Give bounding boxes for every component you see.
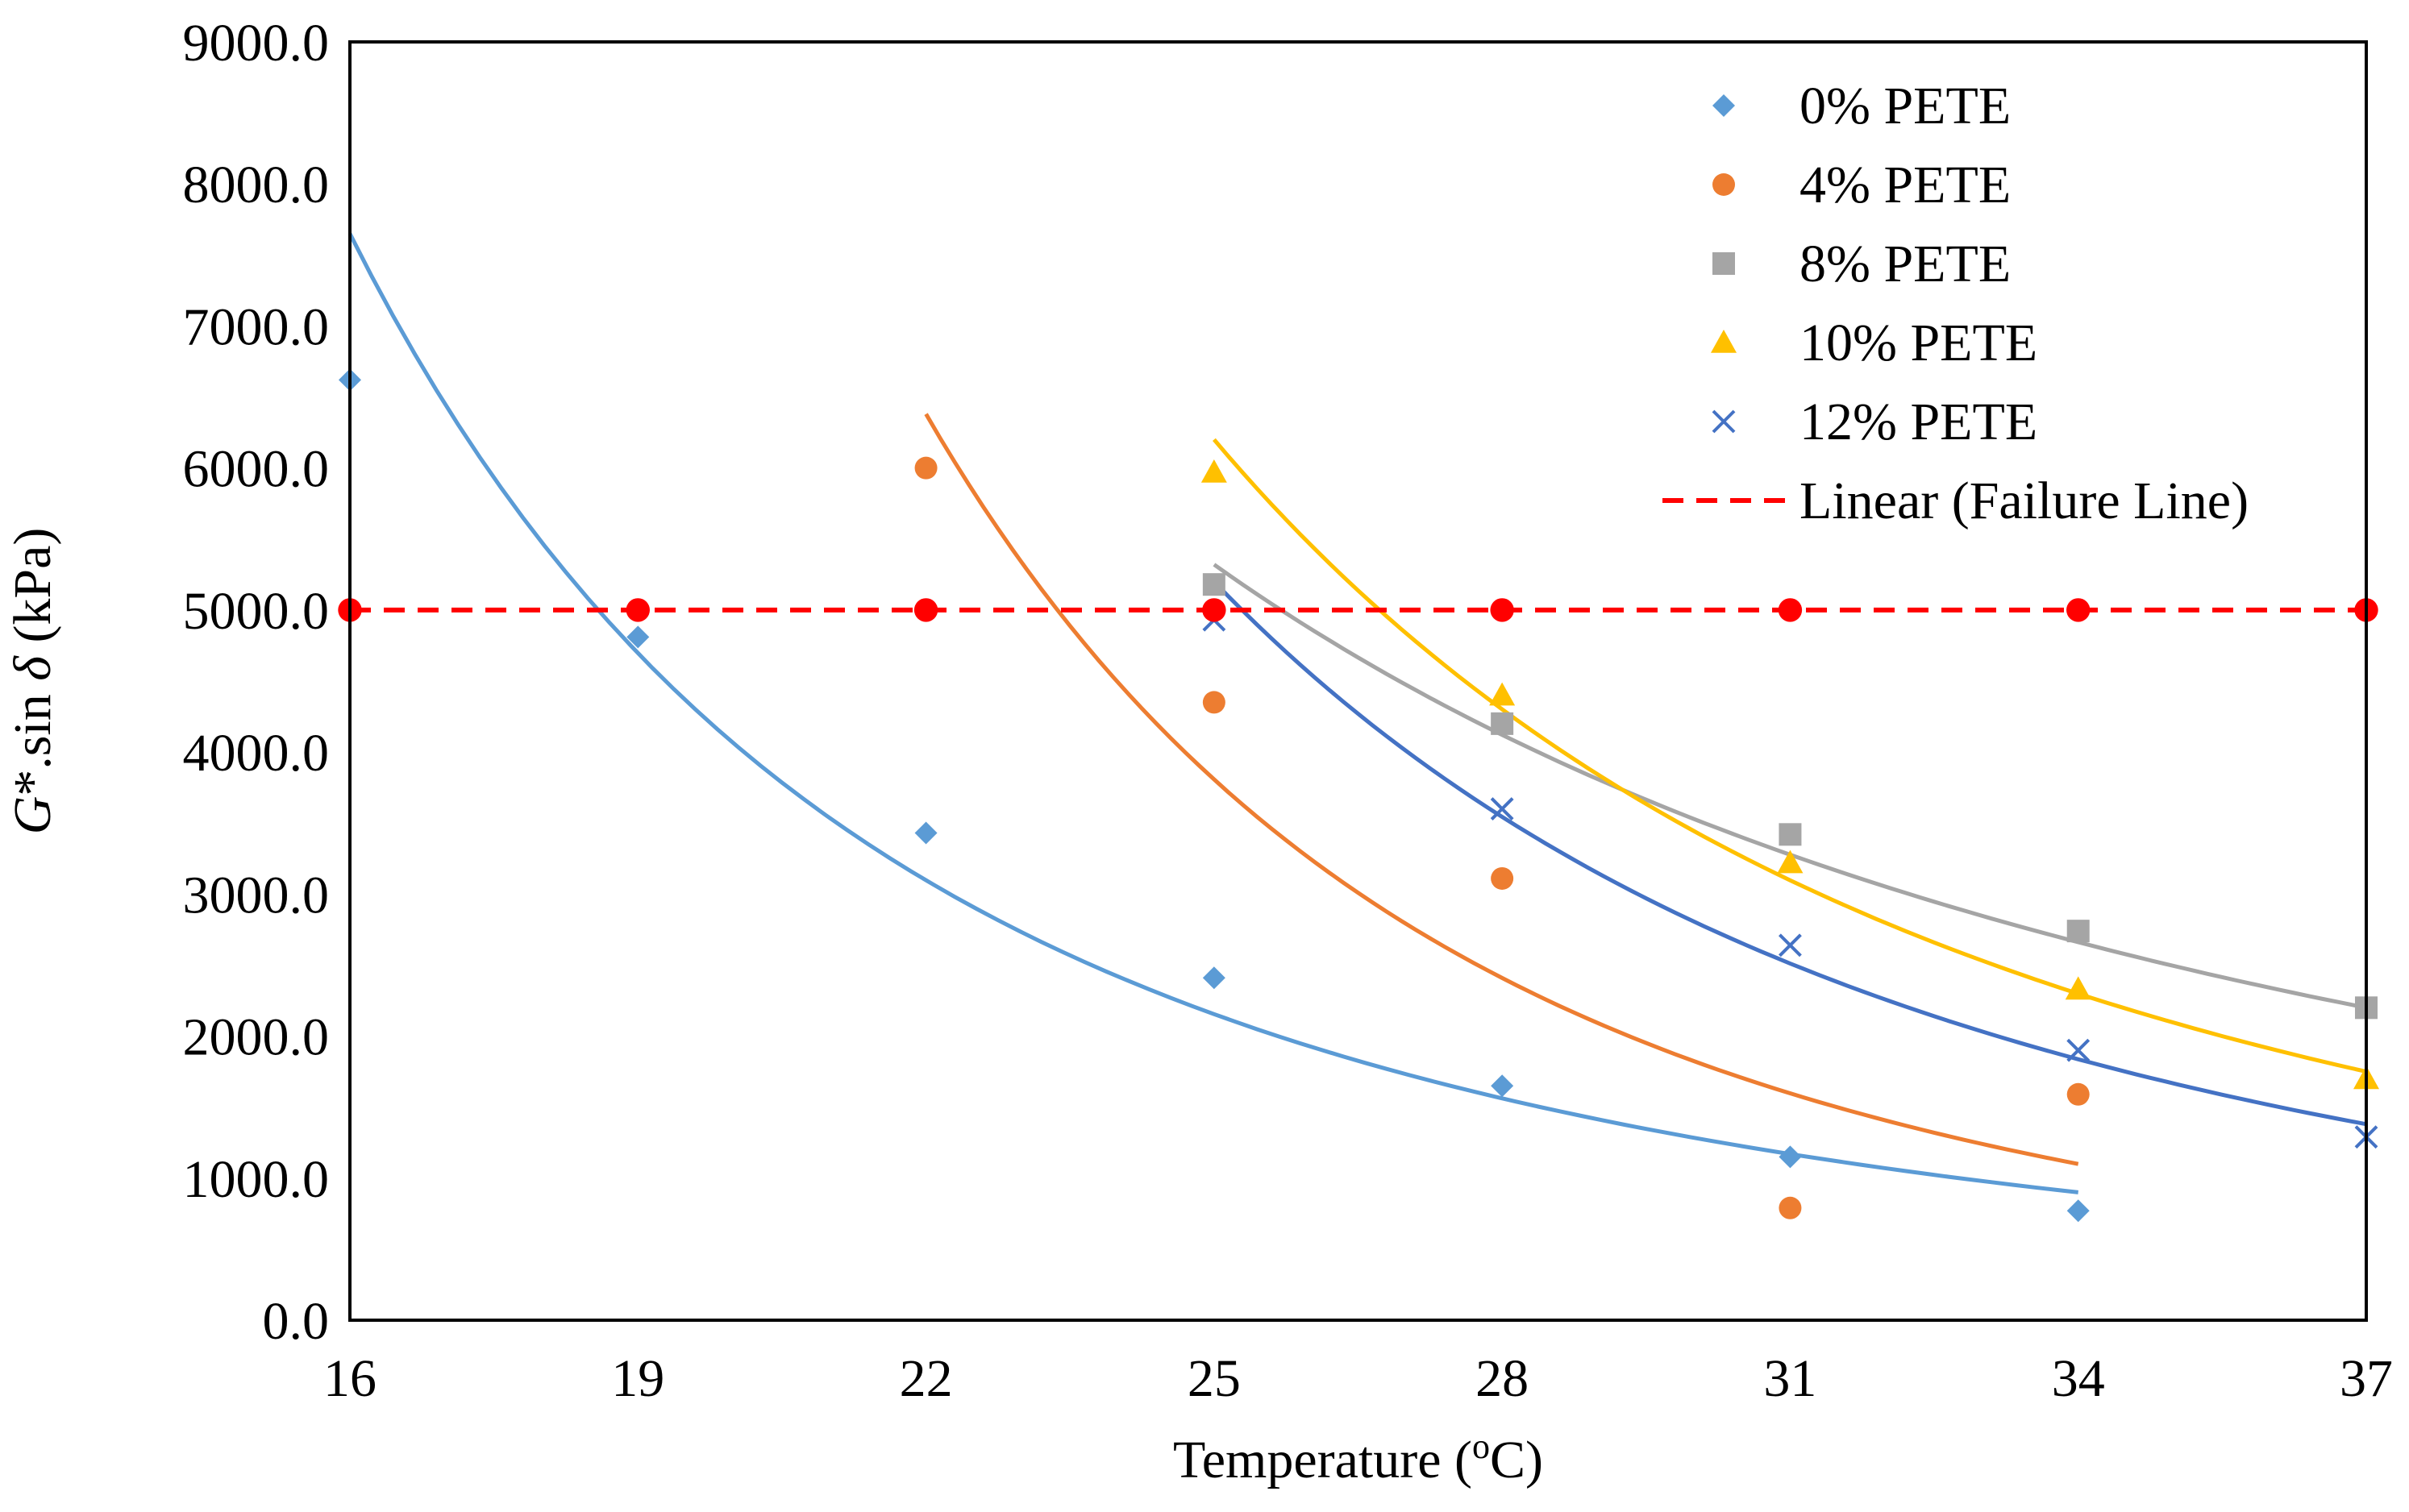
x-tick-label: 16 <box>323 1349 377 1408</box>
trendline-4-pete <box>924 413 2079 1166</box>
point-8-pete <box>1779 823 1802 846</box>
point-8-pete <box>2066 920 2090 943</box>
legend-label-4-pete: 4% PETE <box>1799 156 2011 214</box>
point-linear-failure-line <box>1490 598 1514 622</box>
x-tick-label: 31 <box>1763 1349 1816 1408</box>
point-4-pete <box>1491 866 1514 890</box>
y-axis-ticks: 0.0 1000.0 2000.0 3000.0 4000.0 5000.0 6000.0 7… <box>183 14 330 1351</box>
x-tick-label: 28 <box>1475 1349 1529 1408</box>
point-10-pete <box>1200 459 1227 483</box>
legend-label-10-pete: 10% PETE <box>1799 314 2037 372</box>
x-axis-title-degree: o <box>1472 1427 1490 1466</box>
point-linear-failure-line <box>626 598 650 622</box>
y-axis-title-sin: .sin <box>3 681 62 770</box>
x-axis-title: Temperature (oC) <box>1173 1427 1543 1490</box>
x-axis-ticks: 16 19 22 25 28 31 34 37 <box>323 1349 2393 1408</box>
point-4-pete <box>1202 691 1225 714</box>
point-linear-failure-line <box>1778 598 1803 622</box>
point-linear-failure-line <box>1202 598 1226 622</box>
y-tick-label: 0.0 <box>263 1292 330 1351</box>
legend: 0% PETE 4% PETE 8% PETE 10% PETE 12% PETE Lin… <box>1662 77 2249 530</box>
plot-area-frame <box>348 40 2368 1322</box>
point-0-pete <box>2066 1199 2090 1223</box>
y-axis-title-g: G <box>3 796 62 835</box>
y-axis-title-delta: δ <box>3 655 62 681</box>
y-tick-label: 8000.0 <box>183 156 330 214</box>
legend-label-linear-failure-line: Linear (Failure Line) <box>1799 471 2249 530</box>
point-10-pete <box>2065 976 2091 1000</box>
y-axis-title: G*.sin δ (kPa) <box>3 528 62 835</box>
point-linear-failure-line <box>913 598 938 622</box>
x-tick-label: 34 <box>2052 1349 2105 1408</box>
x-tick-label: 19 <box>611 1349 664 1408</box>
legend-swatch-4-pete <box>1712 173 1735 196</box>
x-tick-label: 25 <box>1188 1349 1241 1408</box>
legend-label-0-pete: 0% PETE <box>1799 77 2011 135</box>
y-tick-label: 6000.0 <box>183 440 330 499</box>
point-0-pete <box>1491 1074 1514 1098</box>
y-axis-title-unit: (kPa) <box>3 528 62 656</box>
legend-swatch-0-pete <box>1712 94 1735 117</box>
legend-swatch-12-pete <box>1712 409 1736 434</box>
y-tick-label: 2000.0 <box>183 1008 330 1067</box>
point-4-pete <box>914 456 938 480</box>
point-0-pete <box>626 625 650 649</box>
x-tick-label: 22 <box>900 1349 953 1408</box>
point-12-pete <box>2066 1038 2091 1062</box>
legend-swatch-10-pete <box>1711 330 1737 353</box>
point-8-pete <box>1491 712 1514 735</box>
point-12-pete <box>1490 797 1514 821</box>
point-0-pete <box>914 821 938 845</box>
y-tick-label: 9000.0 <box>183 14 330 73</box>
y-axis-title-star: * <box>3 770 62 796</box>
point-10-pete <box>1777 849 1804 874</box>
y-tick-label: 1000.0 <box>183 1150 330 1209</box>
point-4-pete <box>1779 1196 1802 1219</box>
y-tick-label: 4000.0 <box>183 724 330 783</box>
trendline-12-pete <box>1213 579 2367 1127</box>
point-12-pete <box>1779 933 1802 957</box>
point-4-pete <box>2066 1082 2090 1106</box>
legend-label-12-pete: 12% PETE <box>1799 393 2037 451</box>
trendline-10-pete <box>1212 438 2367 1074</box>
legend-swatch-8-pete <box>1712 252 1735 275</box>
point-0-pete <box>1202 966 1225 990</box>
x-tick-label: 37 <box>2340 1349 2393 1408</box>
y-tick-label: 5000.0 <box>183 582 330 641</box>
point-0-pete <box>1779 1145 1802 1169</box>
y-tick-label: 3000.0 <box>183 866 330 924</box>
x-axis-title-main: Temperature ( <box>1173 1431 1472 1489</box>
point-10-pete <box>1489 682 1516 706</box>
point-8-pete <box>1202 573 1225 596</box>
point-linear-failure-line <box>2066 598 2091 622</box>
y-tick-label: 7000.0 <box>183 297 330 356</box>
legend-label-8-pete: 8% PETE <box>1799 235 2011 293</box>
x-axis-title-unit: C) <box>1490 1431 1543 1489</box>
